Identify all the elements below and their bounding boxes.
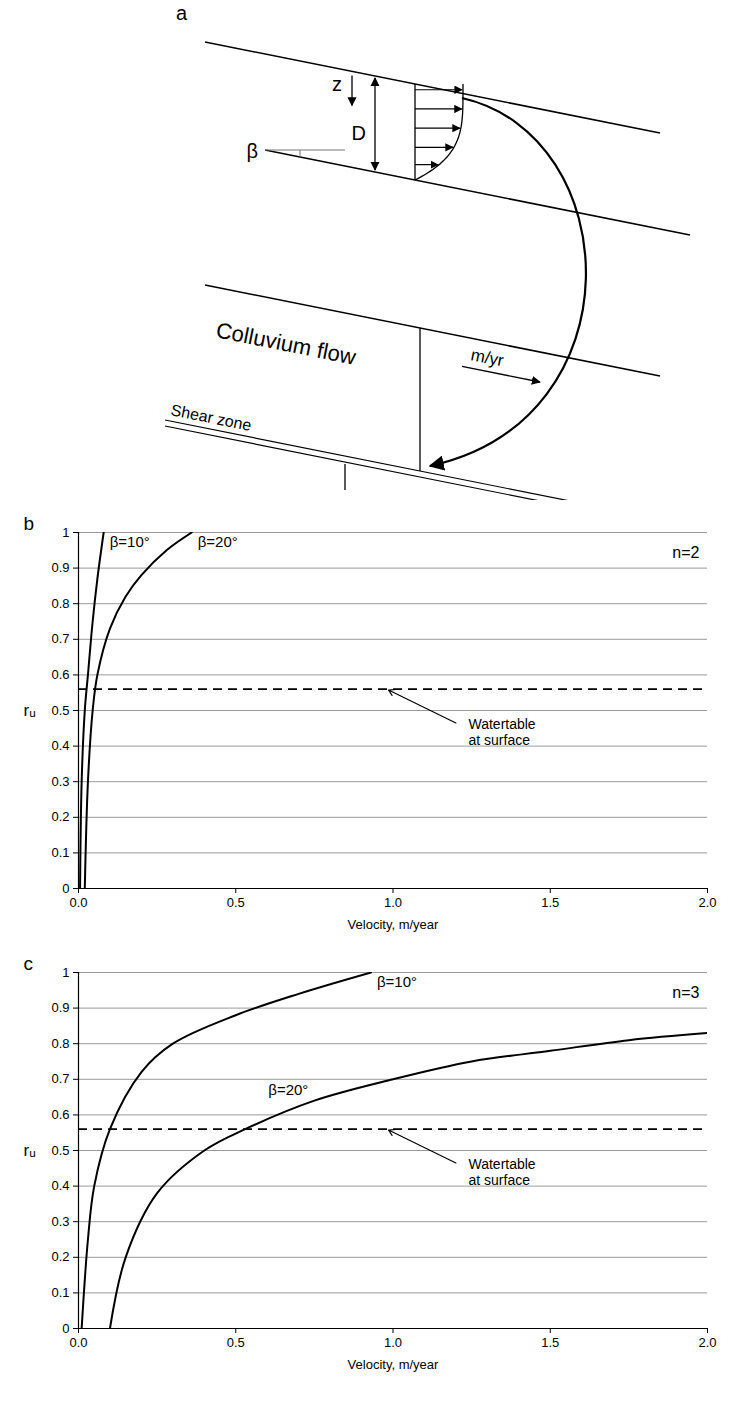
svg-text:b: b: [24, 513, 35, 534]
svg-text:Shear zone: Shear zone: [169, 401, 253, 434]
svg-text:z: z: [332, 73, 342, 95]
svg-text:β=20°: β=20°: [268, 1081, 308, 1098]
svg-text:0.7: 0.7: [51, 1071, 69, 1086]
svg-text:a: a: [176, 2, 188, 24]
svg-text:n=3: n=3: [672, 984, 699, 1001]
svg-text:Watertableat surface: Watertableat surface: [468, 1156, 535, 1187]
svg-text:1.0: 1.0: [384, 895, 402, 910]
svg-text:0.5: 0.5: [227, 895, 245, 910]
svg-text:2.0: 2.0: [698, 895, 716, 910]
svg-text:2.0: 2.0: [698, 1335, 716, 1350]
svg-text:β=20°: β=20°: [198, 533, 238, 550]
svg-text:0.6: 0.6: [51, 1107, 69, 1122]
svg-text:Velocity, m/year: Velocity, m/year: [348, 1357, 439, 1372]
svg-text:0.8: 0.8: [51, 596, 69, 611]
svg-text:c: c: [24, 953, 34, 974]
svg-text:β=10°: β=10°: [110, 533, 150, 550]
svg-text:0.0: 0.0: [69, 1335, 87, 1350]
svg-text:0.2: 0.2: [51, 1249, 69, 1264]
svg-text:rᵤ: rᵤ: [24, 1141, 36, 1160]
svg-text:0: 0: [62, 1321, 69, 1336]
svg-text:Watertableat surface: Watertableat surface: [468, 716, 535, 747]
svg-text:1: 1: [62, 965, 69, 980]
svg-text:Colluvium flow: Colluvium flow: [214, 317, 358, 369]
svg-text:0.6: 0.6: [51, 667, 69, 682]
svg-text:0.0: 0.0: [69, 895, 87, 910]
svg-text:D: D: [352, 122, 366, 144]
svg-text:β: β: [246, 140, 258, 162]
svg-text:Velocity, m/year: Velocity, m/year: [348, 917, 439, 932]
svg-text:0.4: 0.4: [51, 1178, 69, 1193]
svg-text:0.1: 0.1: [51, 1285, 69, 1300]
svg-text:1.5: 1.5: [541, 1335, 559, 1350]
svg-text:1: 1: [62, 525, 69, 540]
svg-text:m/yr: m/yr: [469, 345, 505, 370]
svg-text:0.2: 0.2: [51, 809, 69, 824]
svg-text:0: 0: [62, 881, 69, 896]
svg-text:0.5: 0.5: [51, 1143, 69, 1158]
svg-text:1.0: 1.0: [384, 1335, 402, 1350]
svg-text:β=10°: β=10°: [377, 973, 417, 990]
svg-text:0.9: 0.9: [51, 560, 69, 575]
svg-text:0.3: 0.3: [51, 1214, 69, 1229]
svg-text:0.5: 0.5: [51, 703, 69, 718]
svg-text:0.1: 0.1: [51, 845, 69, 860]
svg-text:0.5: 0.5: [227, 1335, 245, 1350]
svg-text:0.9: 0.9: [51, 1000, 69, 1015]
svg-text:rᵤ: rᵤ: [24, 701, 36, 720]
svg-text:0.8: 0.8: [51, 1036, 69, 1051]
svg-text:n=2: n=2: [672, 544, 699, 561]
svg-text:1.5: 1.5: [541, 895, 559, 910]
svg-text:0.3: 0.3: [51, 774, 69, 789]
svg-text:0.4: 0.4: [51, 738, 69, 753]
svg-text:0.7: 0.7: [51, 631, 69, 646]
